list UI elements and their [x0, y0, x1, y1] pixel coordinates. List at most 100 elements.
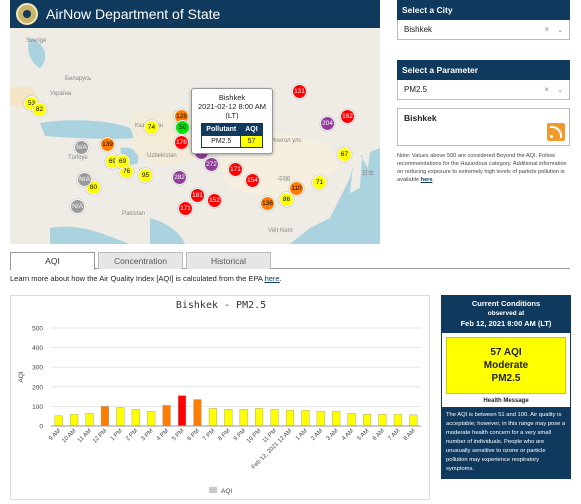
aqi-map[interactable]: Sverige Беларусь Україна Türkiye Казахст… [10, 28, 380, 244]
station-marker[interactable]: 181 [190, 188, 205, 203]
station-marker[interactable]: 110 [289, 181, 304, 196]
popup-time: 2021-02-12 8:00 AM (LT) [198, 102, 266, 120]
station-marker[interactable]: 272 [204, 157, 219, 172]
station-marker[interactable]: 136 [260, 196, 275, 211]
chevron-down-icon[interactable]: ⌄ [557, 26, 563, 34]
chart-bar [347, 413, 356, 427]
app-header: AirNow Department of State [10, 0, 380, 28]
station-marker[interactable]: 86 [279, 192, 294, 207]
x-tick-label: 6 AM [372, 428, 386, 442]
chart-bar [131, 409, 140, 427]
parameter-select-heading: Select a Parameter [397, 60, 570, 80]
station-marker[interactable]: 154 [245, 173, 260, 188]
aqi-chart: Bishkek - PM2.5 0 100 200 300 400 500 AQI 9 AM 10… [10, 295, 430, 500]
clear-icon[interactable]: × [544, 85, 549, 94]
station-marker[interactable]: 139 [100, 137, 115, 152]
chart-bar [147, 411, 156, 427]
station-marker[interactable]: 50 [175, 120, 190, 135]
tab-aqi[interactable]: AQI [10, 252, 95, 270]
conditions-aqi-box: 57 AQI Moderate PM2.5 [446, 337, 566, 394]
map-label: 日本 [362, 171, 375, 177]
note-text: Note: Values above 500 are considered Be… [397, 153, 567, 183]
x-tick-label: 8 PM [218, 428, 232, 442]
conditions-header: Current Conditions observed at Feb 12, 2… [442, 296, 570, 333]
station-marker[interactable]: 204 [320, 116, 335, 131]
learn-more-text: Learn more about how the Air Quality Ind… [10, 274, 263, 283]
station-popup: Bishkek 2021-02-12 8:00 AM (LT) Pollutan… [191, 88, 273, 154]
station-marker[interactable]: N/A [77, 172, 92, 187]
rss-feed-icon[interactable] [547, 123, 565, 141]
x-tick-label: 3 AM [326, 428, 340, 442]
chart-bar [270, 409, 279, 427]
station-marker[interactable]: 171 [228, 162, 243, 177]
y-axis-label: AQI [18, 371, 25, 382]
chart-bar [54, 415, 63, 427]
chart-bar [285, 410, 295, 427]
map-label: Pakistan [122, 211, 146, 217]
station-marker[interactable]: N/A [70, 199, 85, 214]
station-marker[interactable]: 176 [174, 135, 189, 150]
y-tick-label: 0 [39, 424, 43, 431]
state-department-seal-icon [16, 3, 38, 25]
popup-col-pollutant: Pollutant [201, 123, 242, 136]
conditions-pollutant: PM2.5 [491, 373, 521, 384]
health-message-text: The AQI is between 51 and 100. Air quali… [442, 407, 570, 478]
x-tick-label: 1 AM [295, 428, 309, 442]
city-select-heading: Select a City [397, 0, 570, 20]
station-marker[interactable]: N/A [74, 140, 89, 155]
x-tick-label: 7 PM [202, 428, 216, 442]
x-tick-label: 6 PM [187, 428, 201, 442]
x-tick-label: 8 AM [403, 428, 417, 442]
station-marker[interactable]: 131 [292, 84, 307, 99]
chart-bar [193, 399, 202, 427]
station-marker[interactable]: 282 [172, 170, 187, 185]
popup-col-aqi: AQI [240, 123, 263, 136]
station-marker[interactable]: 69 [115, 154, 130, 169]
station-marker[interactable]: 67 [337, 147, 352, 162]
clear-icon[interactable]: × [544, 25, 549, 34]
chart-bar [301, 410, 310, 427]
map-label: 中国 [278, 177, 291, 183]
y-tick-label: 200 [32, 384, 43, 391]
legend-label: AQI [221, 488, 232, 495]
tab-historical[interactable]: Historical [186, 252, 271, 269]
chart-bar [85, 413, 94, 427]
learn-more-line: Learn more about how the Air Quality Ind… [10, 274, 282, 283]
popup-table: Pollutant AQI PM2.5 57 [201, 123, 263, 148]
station-marker[interactable]: 162 [340, 109, 355, 124]
y-tick-label: 400 [32, 345, 43, 352]
chart-bar [100, 406, 110, 427]
parameter-select-value: PM2.5 [404, 85, 428, 94]
x-tick-label: 10 AM [61, 428, 77, 444]
chart-title: Bishkek - PM2.5 [176, 300, 266, 311]
chart-bar [362, 414, 372, 427]
station-marker[interactable]: 171 [178, 201, 193, 216]
map-label: Việt Nam [268, 228, 293, 234]
tab-concentration[interactable]: Concentration [98, 252, 183, 269]
map-label: Беларусь [65, 76, 92, 82]
chevron-down-icon[interactable]: ⌄ [557, 86, 563, 94]
station-marker[interactable]: 82 [32, 102, 47, 117]
x-tick-label: 11 AM [77, 428, 93, 444]
station-marker[interactable]: 95 [138, 168, 153, 183]
map-label: Türkiye [68, 155, 88, 161]
station-marker[interactable]: 71 [312, 175, 327, 190]
chart-bar [116, 407, 125, 427]
site-name: Bishkek [404, 113, 437, 123]
map-label: Україна [50, 91, 72, 97]
note-link[interactable]: here [420, 177, 433, 183]
city-select[interactable]: Bishkek × ⌄ [397, 20, 570, 40]
chart-bar [316, 411, 325, 427]
learn-more-link[interactable]: here [264, 274, 280, 283]
popup-pollutant: PM2.5 [201, 135, 242, 148]
station-marker[interactable]: 74 [144, 120, 159, 135]
x-tick-label: 4 PM [156, 428, 170, 442]
x-tick-label: 5 PM [171, 428, 185, 442]
station-marker[interactable]: 152 [207, 193, 222, 208]
x-tick-label: 2 AM [310, 428, 324, 442]
health-message-title: Health Message [483, 398, 529, 404]
x-tick-label: 1 PM [110, 428, 124, 442]
parameter-select[interactable]: PM2.5 × ⌄ [397, 80, 570, 100]
x-tick-label: 4 AM [341, 428, 355, 442]
